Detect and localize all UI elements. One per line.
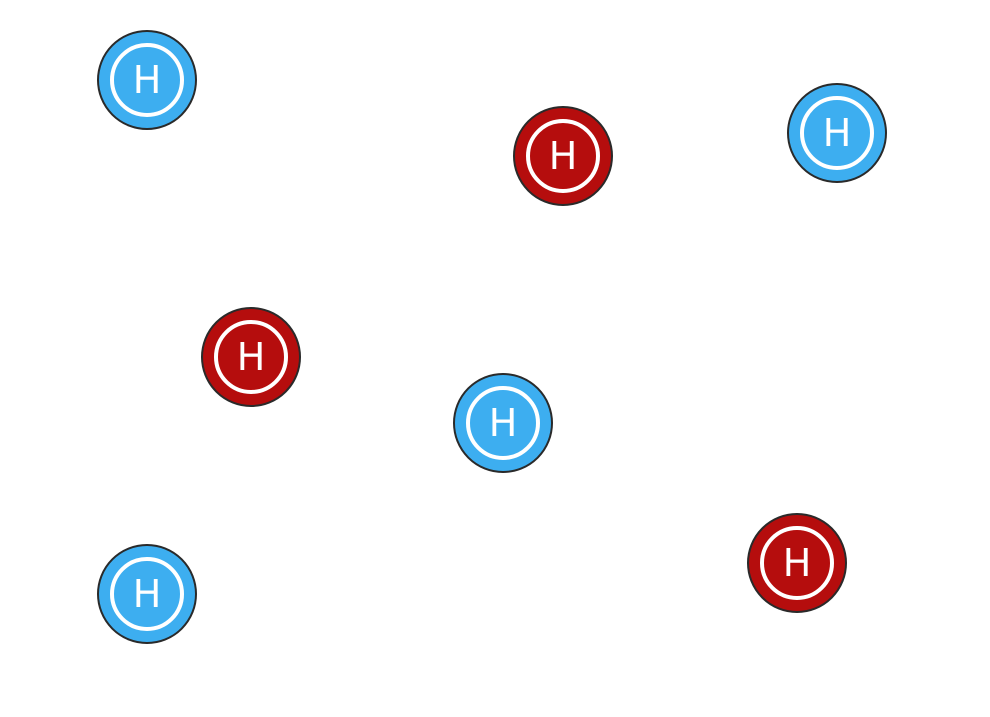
helipad-icon: H xyxy=(97,544,197,644)
marker-label: H xyxy=(823,111,852,155)
marker-label: H xyxy=(549,134,578,178)
helipad-icon: H xyxy=(513,106,613,206)
helipad-icon: H xyxy=(747,513,847,613)
marker-label: H xyxy=(783,541,812,585)
blue-h-marker: H xyxy=(786,82,888,184)
red-h-marker: H xyxy=(200,306,302,408)
blue-h-marker: H xyxy=(96,29,198,131)
marker-label: H xyxy=(133,572,162,616)
blue-h-marker: H xyxy=(96,543,198,645)
helipad-icon: H xyxy=(787,83,887,183)
marker-label: H xyxy=(489,401,518,445)
red-h-marker: H xyxy=(512,105,614,207)
marker-label: H xyxy=(237,335,266,379)
blue-h-marker: H xyxy=(452,372,554,474)
helipad-icon: H xyxy=(97,30,197,130)
helipad-icon: H xyxy=(453,373,553,473)
marker-label: H xyxy=(133,58,162,102)
red-h-marker: H xyxy=(746,512,848,614)
helipad-icon: H xyxy=(201,307,301,407)
